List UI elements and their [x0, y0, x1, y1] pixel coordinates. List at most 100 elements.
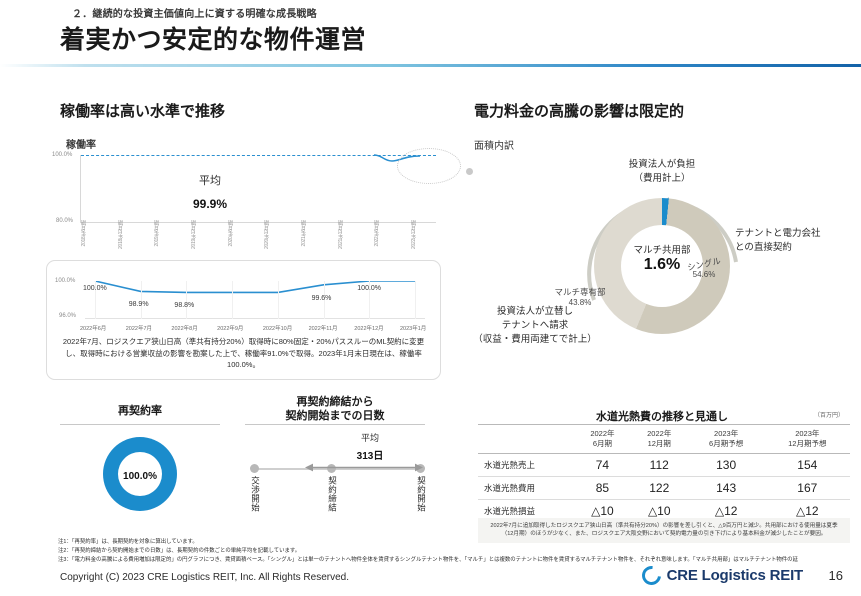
month-tick: 2022年12月: [354, 326, 384, 332]
x-axis-tick: 2019年6月期: [154, 220, 161, 247]
month-tick: 2022年8月: [171, 326, 198, 332]
table-row-label: 水道光熱費用: [478, 476, 574, 500]
table-column-header: 2023年 12月期予想: [764, 424, 850, 454]
timeline-bar: [256, 468, 419, 470]
slice-multi-value: 43.8%: [568, 298, 592, 307]
page-title: 着実かつ安定的な物件運営: [60, 26, 367, 54]
contract-days-divider: [245, 424, 425, 425]
x-axis-tick: 2019年12月期: [191, 220, 197, 249]
donut-slice-single: シングル 54.6%: [676, 256, 732, 279]
renewal-rate-donut: 100.0%: [103, 437, 177, 511]
occupancy-line: [81, 155, 436, 156]
average-days-callout: 平均 313日: [318, 431, 422, 465]
footnote: 注1：「再契約率」は、長期契約を対象に算出しています。: [58, 539, 198, 545]
renewal-rate-title: 再契約率: [118, 405, 162, 417]
utility-table-note: 2022年7月に追加取得したロジスクエア狭山日高（準共有持分20%）の影響を差し…: [478, 518, 850, 543]
gridline: [140, 281, 142, 319]
renewal-rate-value: 100.0: [123, 470, 149, 482]
table-cell: 112: [630, 453, 688, 477]
month-tick: 2022年10月: [262, 326, 293, 332]
gridline: [415, 281, 416, 319]
occupancy-chart-label: 稼働率: [66, 140, 96, 151]
average-unit: %: [216, 197, 228, 211]
month-tick: 2023年1月: [400, 326, 427, 332]
monthly-y-tick-96: 96.0%: [59, 313, 77, 319]
renewal-rate-unit: %: [148, 470, 157, 482]
average-caption: 平均: [199, 175, 221, 187]
donut-center-value: 1.6%: [643, 256, 681, 273]
occupancy-plot-area: [80, 148, 473, 223]
x-axis-tick: 2018年6月期: [81, 220, 87, 247]
data-point-label: 100.0%: [357, 285, 382, 292]
table-row: 水道光熱損益 △10 △10 △12 △12: [478, 499, 850, 523]
footnotes: 注1：「再契約率」は、長期契約を対象に算出しています。注2：「再契約締結から契約…: [58, 538, 798, 564]
donut-center-title: マルチ共用部: [633, 245, 691, 256]
cre-logo-icon: [637, 562, 665, 589]
utility-cost-table: 2022年 6月期 2022年 12月期 2023年 6月期予想 2023年 12月期予想 水…: [478, 424, 850, 523]
x-axis-tick: 2021年6月期: [301, 220, 307, 247]
monthly-line-path: [94, 280, 415, 294]
table-row: 水道光熱売上 74 112 130 154: [478, 453, 850, 477]
company-logo: CRE Logistics REIT: [637, 562, 803, 589]
timeline-label-signing: 契約締結: [327, 476, 338, 512]
table-cell: 74: [574, 453, 631, 477]
table-cell: 167: [764, 476, 850, 500]
header-subtitle: ２．継続的な投資主価値向上に資する明確な成長戦略: [72, 9, 317, 20]
table-header-row: 2022年 6月期 2022年 12月期 2023年 6月期予想 2023年 12月期予想: [478, 424, 850, 454]
table-cell: 143: [687, 476, 765, 500]
highlight-ellipse: [397, 148, 461, 184]
data-point-label: 99.6%: [311, 294, 332, 302]
table-cell: 122: [630, 476, 688, 500]
x-axis-tick: 2021年12月期: [337, 220, 344, 249]
slide-header: ２．継続的な投資主価値向上に資する明確な成長戦略 着実かつ安定的な物件運営: [0, 0, 861, 67]
slice-single-value: 54.6%: [692, 270, 716, 279]
utility-table-head: 2022年 6月期 2022年 12月期 2023年 6月期予想 2023年 12月期予想: [478, 424, 850, 454]
average-value: 99.9: [192, 197, 217, 211]
gridline: [95, 281, 96, 319]
timeline-dot-signing: [327, 464, 336, 473]
occupancy-note: 2022年7月、ロジスクエア狭山日高（準共有持分20%）取得時に80%固定・20…: [62, 337, 425, 370]
x-axis-tick: 2020年6月期: [227, 220, 234, 247]
average-days-caption: 平均: [360, 433, 379, 443]
month-tick: 2022年7月: [125, 326, 152, 332]
gridline: [323, 281, 325, 319]
table-cell: 130: [687, 453, 765, 477]
footnote: 注3：「電力料金の高騰による費用増加は限定的」の円グラフにつき、賃貸面積ベース。…: [58, 556, 798, 563]
x-axis-tick: 2022年6月期: [374, 220, 381, 247]
data-point-label: 100.0%: [83, 285, 107, 292]
table-cell: 154: [764, 453, 850, 477]
average-occupancy-callout: 平均 99.9%: [150, 172, 270, 212]
callout-investment-corp-burden: 投資法人が負担 （費用計上）: [628, 159, 696, 184]
gridline: [186, 281, 188, 319]
gridline: [369, 281, 371, 319]
x-axis-tick: 2022年12月期: [411, 220, 417, 249]
data-point-label: 98.8%: [174, 302, 195, 310]
timeline-dot-negotiation: [250, 464, 259, 473]
page-number: 16: [828, 568, 843, 583]
renewal-rate-divider: [60, 424, 220, 425]
gridline: [232, 281, 234, 319]
occupancy-long-term-chart: 100.0% 80.0%: [52, 148, 473, 260]
table-row-label: 水道光熱売上: [478, 453, 574, 477]
monthly-y-tick-100: 100.0%: [55, 278, 76, 284]
donut-center-label: マルチ共用部 1.6%: [594, 242, 730, 274]
donut-slice-multi: マルチ専有部 43.8%: [547, 286, 613, 307]
utility-table-unit: （百万円）: [813, 413, 844, 419]
left-section-heading: 稼働率は高い水準で推移: [60, 103, 226, 120]
y-axis-tick-100: 100.0%: [52, 152, 73, 158]
x-axis-tick: 2018年12月期: [117, 220, 124, 249]
gridline: [277, 281, 279, 319]
monthly-plot-area: [85, 280, 425, 319]
average-days-value: 313: [356, 451, 374, 462]
timeline-span-arrow: [305, 463, 423, 472]
footnote: 注2：「再契約締結から契約開始までの日数」は、長期契約の件数ごとの単純平均を記載…: [58, 547, 301, 554]
month-tick: 2022年9月: [217, 326, 244, 332]
table-cell: △10: [574, 499, 631, 523]
slice-multi-label: マルチ専有部: [554, 287, 606, 297]
month-tick: 2022年11月: [308, 326, 338, 332]
header-divider: [0, 64, 861, 67]
utility-table-body: 水道光熱売上 74 112 130 154 水道光熱費用 85 122 143 167 水道光熱損益…: [478, 453, 850, 523]
data-point-label: 98.9%: [128, 301, 149, 309]
timeline-label-start: 契約開始: [416, 476, 427, 512]
x-axis-tick: 2020年12月期: [264, 220, 271, 249]
